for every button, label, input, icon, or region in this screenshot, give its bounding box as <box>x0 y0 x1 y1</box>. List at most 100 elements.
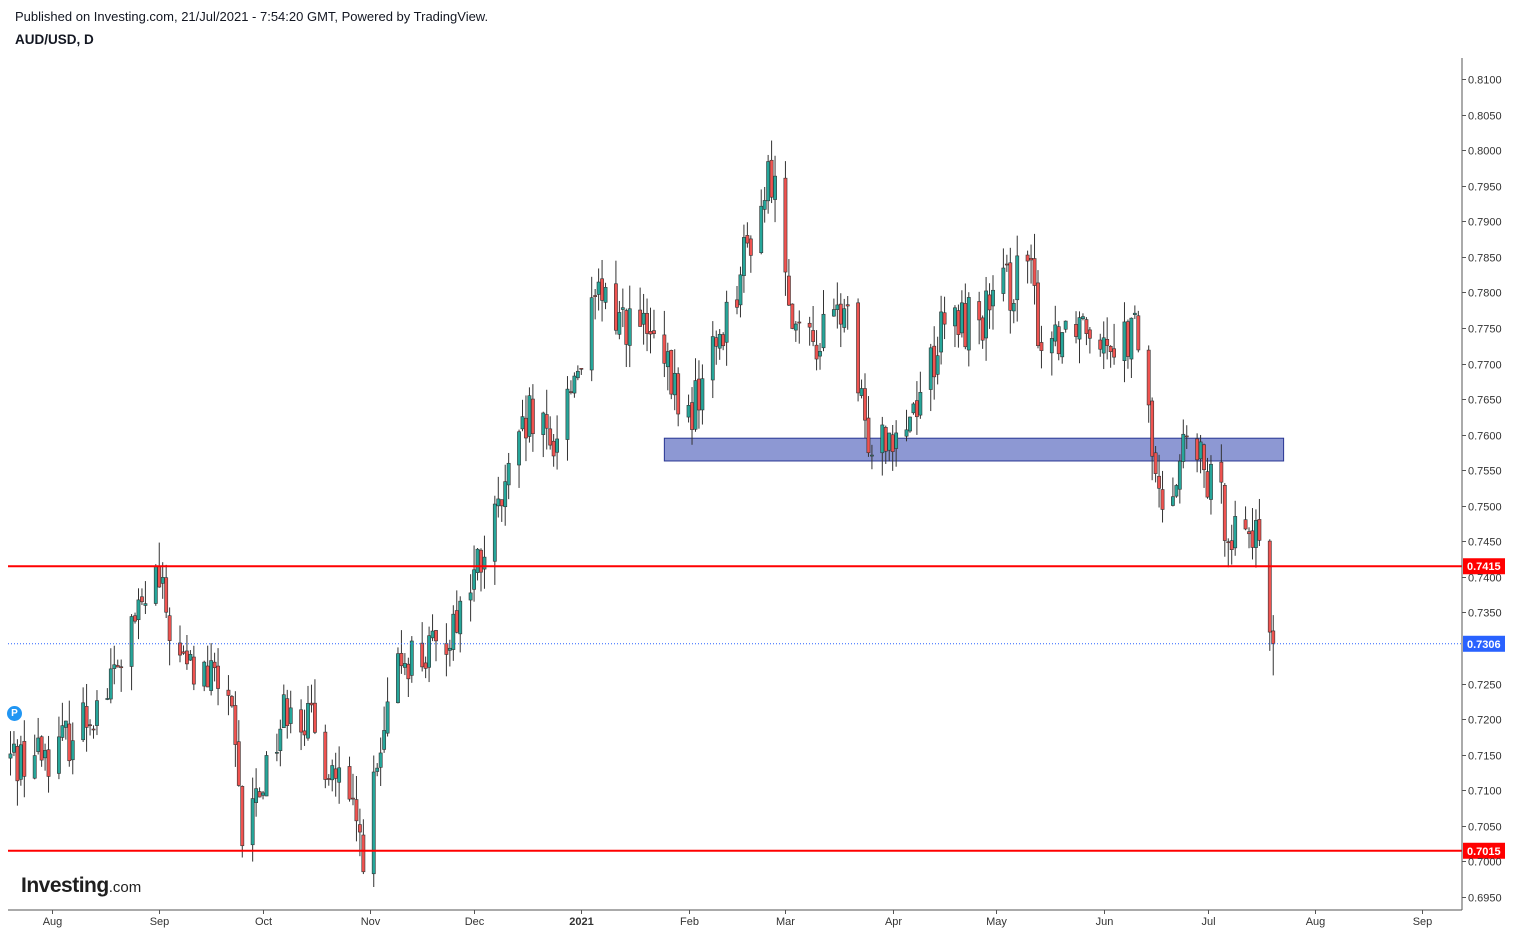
logo-suffix: .com <box>108 879 142 896</box>
bear-candle-body <box>434 630 438 642</box>
level-price-tag <box>1463 558 1505 575</box>
candle <box>1112 323 1116 365</box>
candle <box>1157 454 1161 508</box>
bull-candle-body <box>105 698 110 700</box>
bear-candle-body <box>1195 438 1200 461</box>
candle <box>638 287 643 327</box>
bull-candle-body <box>821 313 826 349</box>
bear-candle-body <box>721 334 726 347</box>
candle <box>503 464 508 526</box>
time-tick-label: Jun <box>1096 916 1114 928</box>
candle <box>299 699 303 751</box>
logo-name: Investing <box>21 874 109 897</box>
candle <box>766 154 771 214</box>
candle <box>264 751 269 797</box>
candle <box>880 416 885 476</box>
bear-candle-body <box>790 303 795 329</box>
bear-candle-body <box>1146 349 1151 406</box>
candle <box>313 679 317 735</box>
bull-candle-body <box>717 333 722 349</box>
candle <box>575 365 580 381</box>
candle <box>517 429 521 488</box>
candle <box>1029 244 1033 284</box>
candle <box>333 752 338 797</box>
bear-candle-body <box>178 642 182 656</box>
bull-candle-body <box>402 663 407 668</box>
price-tick-label: 0.7150 <box>1468 751 1502 763</box>
bear-candle-body <box>1250 530 1255 548</box>
bear-candle-body <box>302 730 307 736</box>
candle <box>693 358 698 432</box>
candle <box>178 625 182 663</box>
bear-candle-body <box>883 427 888 452</box>
bear-candle-body <box>814 344 819 360</box>
bull-candle-body <box>620 307 625 310</box>
candle <box>1205 457 1210 499</box>
candle <box>506 452 511 500</box>
bull-candle-body <box>724 301 729 343</box>
bull-candle-body <box>81 702 86 741</box>
price-tick-label: 0.7350 <box>1468 608 1502 620</box>
bull-candle-body <box>517 431 521 466</box>
candle <box>690 387 694 445</box>
candle <box>1087 326 1092 354</box>
time-tick-label: 2021 <box>569 916 593 928</box>
bear-candle-body <box>1136 315 1141 351</box>
candle <box>714 330 719 365</box>
candle <box>1108 345 1113 368</box>
bull-candle-body <box>1209 463 1213 500</box>
candle <box>953 305 957 348</box>
bear-candle-body <box>167 615 172 641</box>
bull-candle-body <box>43 750 47 759</box>
candle <box>257 787 262 798</box>
bull-candle-body <box>274 752 279 754</box>
candle <box>496 476 501 518</box>
candle <box>977 291 982 345</box>
bear-candle-body <box>856 302 860 394</box>
bear-candle-body <box>140 596 144 603</box>
candle <box>1077 311 1082 364</box>
candle <box>1122 302 1127 383</box>
candle <box>278 719 283 767</box>
candle <box>1184 425 1189 449</box>
bull-candle-body <box>330 765 335 781</box>
bear-candle-body <box>420 642 425 668</box>
bull-candle-body <box>870 454 874 457</box>
candle <box>67 700 72 767</box>
bear-candle-body <box>1108 345 1113 353</box>
price-tick-label: 0.7650 <box>1468 395 1502 407</box>
candle <box>890 424 895 471</box>
bull-candle-body <box>818 351 822 357</box>
candle <box>738 266 743 318</box>
candle <box>676 367 681 427</box>
candle <box>1126 319 1130 369</box>
bull-candle-body <box>209 660 214 691</box>
bull-candle-body <box>880 424 885 454</box>
bull-candle-body <box>738 274 743 306</box>
bear-candle-body <box>233 705 238 745</box>
candle <box>984 276 988 361</box>
candle <box>811 305 816 347</box>
bull-candle-body <box>1132 312 1137 315</box>
p-icon[interactable]: P <box>7 706 22 721</box>
bull-candle-body <box>1233 516 1238 549</box>
bull-candle-body <box>555 438 560 453</box>
bear-candle-body <box>1153 452 1158 474</box>
candle <box>112 645 117 685</box>
candle <box>980 315 985 349</box>
bull-candle-body <box>672 372 677 396</box>
bull-candle-body <box>700 378 705 411</box>
bull-candle-body <box>385 701 390 734</box>
candle <box>842 298 847 333</box>
candle <box>1254 509 1258 568</box>
candle <box>1056 321 1061 361</box>
candle <box>281 684 286 728</box>
candle <box>454 590 459 634</box>
bull-candle-body <box>953 307 957 327</box>
candle <box>748 235 753 273</box>
bull-candle-body <box>1174 485 1179 497</box>
bear-candle-body <box>399 653 404 667</box>
bull-candle-body <box>427 635 431 668</box>
candle <box>240 785 245 858</box>
